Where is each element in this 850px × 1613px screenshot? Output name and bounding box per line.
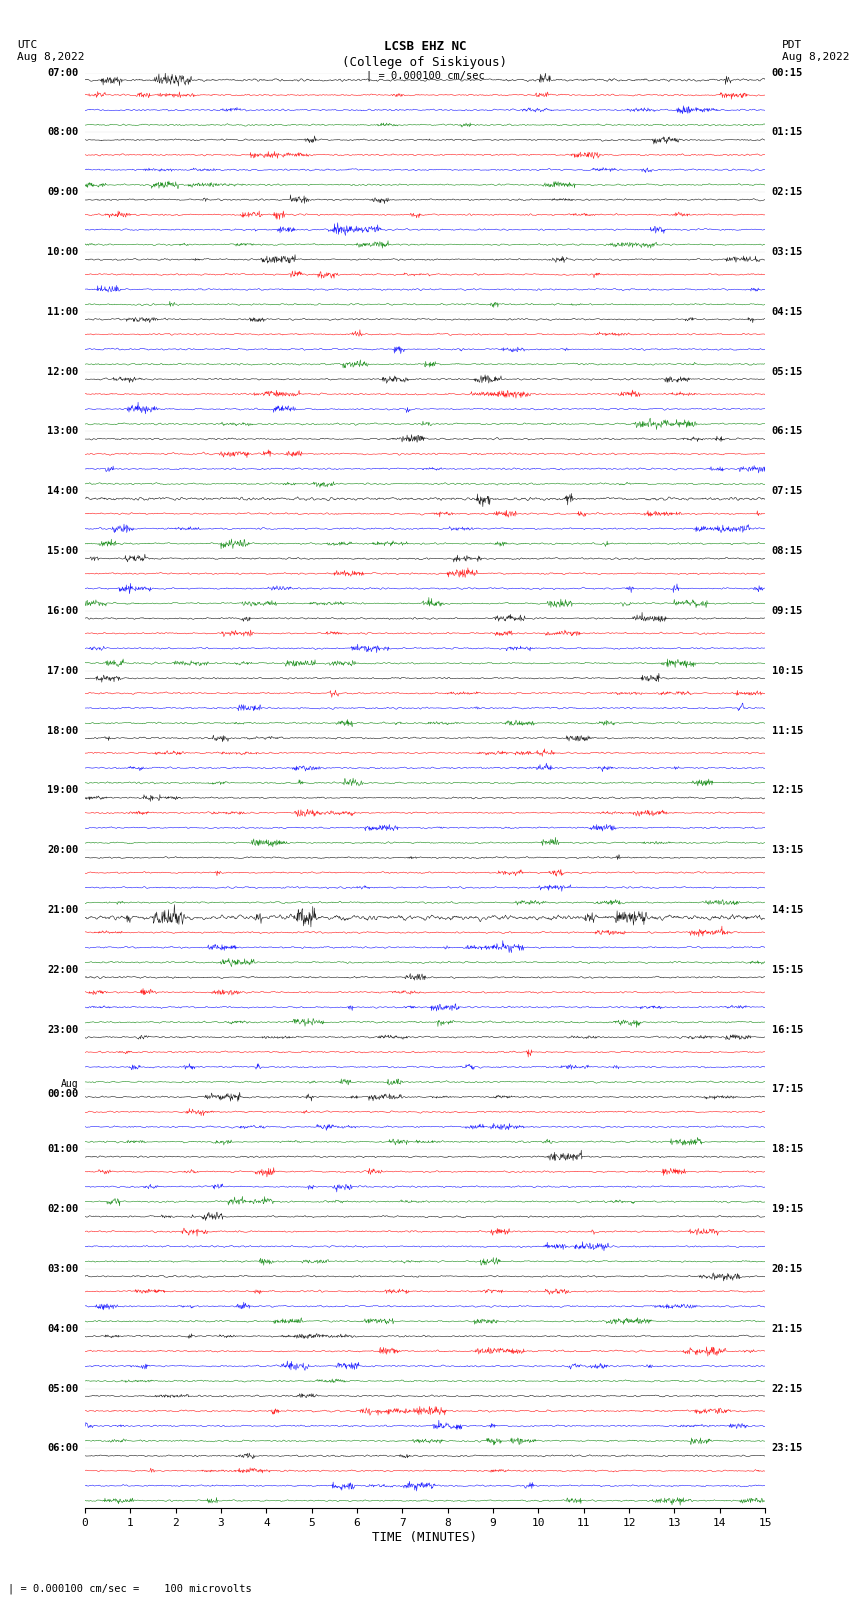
Text: 08:00: 08:00 [47, 127, 78, 137]
Text: 00:00: 00:00 [47, 1089, 78, 1100]
Text: 03:15: 03:15 [772, 247, 803, 256]
Text: 09:00: 09:00 [47, 187, 78, 197]
Text: 13:00: 13:00 [47, 426, 78, 437]
Text: 14:15: 14:15 [772, 905, 803, 915]
Text: 19:00: 19:00 [47, 786, 78, 795]
Text: 21:00: 21:00 [47, 905, 78, 915]
Text: 22:15: 22:15 [772, 1384, 803, 1394]
Text: 01:15: 01:15 [772, 127, 803, 137]
Text: 04:00: 04:00 [47, 1324, 78, 1334]
Text: 10:00: 10:00 [47, 247, 78, 256]
Text: LCSB EHZ NC: LCSB EHZ NC [383, 40, 467, 53]
Text: 05:00: 05:00 [47, 1384, 78, 1394]
Text: 04:15: 04:15 [772, 306, 803, 316]
Text: | = 0.000100 cm/sec: | = 0.000100 cm/sec [366, 71, 484, 82]
Text: 15:15: 15:15 [772, 965, 803, 974]
Text: | = 0.000100 cm/sec =    100 microvolts: | = 0.000100 cm/sec = 100 microvolts [8, 1582, 252, 1594]
Text: 15:00: 15:00 [47, 547, 78, 556]
Text: Aug 8,2022: Aug 8,2022 [782, 52, 849, 61]
Text: 02:00: 02:00 [47, 1203, 78, 1215]
Text: Aug 8,2022: Aug 8,2022 [17, 52, 84, 61]
Text: 05:15: 05:15 [772, 366, 803, 377]
Text: 18:15: 18:15 [772, 1144, 803, 1155]
Text: 09:15: 09:15 [772, 606, 803, 616]
Text: 01:00: 01:00 [47, 1144, 78, 1155]
Text: 08:15: 08:15 [772, 547, 803, 556]
Text: 12:15: 12:15 [772, 786, 803, 795]
Text: PDT: PDT [782, 40, 802, 50]
Text: 23:15: 23:15 [772, 1444, 803, 1453]
Text: 07:00: 07:00 [47, 68, 78, 77]
Text: 00:15: 00:15 [772, 68, 803, 77]
Text: 19:15: 19:15 [772, 1203, 803, 1215]
Text: 22:00: 22:00 [47, 965, 78, 974]
X-axis label: TIME (MINUTES): TIME (MINUTES) [372, 1531, 478, 1544]
Text: 03:00: 03:00 [47, 1265, 78, 1274]
Text: 12:00: 12:00 [47, 366, 78, 377]
Text: 06:00: 06:00 [47, 1444, 78, 1453]
Text: Aug: Aug [60, 1079, 78, 1089]
Text: 14:00: 14:00 [47, 486, 78, 497]
Text: 02:15: 02:15 [772, 187, 803, 197]
Text: 17:00: 17:00 [47, 666, 78, 676]
Text: 10:15: 10:15 [772, 666, 803, 676]
Text: 11:15: 11:15 [772, 726, 803, 736]
Text: 18:00: 18:00 [47, 726, 78, 736]
Text: 17:15: 17:15 [772, 1084, 803, 1095]
Text: UTC: UTC [17, 40, 37, 50]
Text: 21:15: 21:15 [772, 1324, 803, 1334]
Text: (College of Siskiyous): (College of Siskiyous) [343, 56, 507, 69]
Text: 13:15: 13:15 [772, 845, 803, 855]
Text: 23:00: 23:00 [47, 1024, 78, 1034]
Text: 11:00: 11:00 [47, 306, 78, 316]
Text: 06:15: 06:15 [772, 426, 803, 437]
Text: 16:00: 16:00 [47, 606, 78, 616]
Text: 20:15: 20:15 [772, 1265, 803, 1274]
Text: 20:00: 20:00 [47, 845, 78, 855]
Text: 16:15: 16:15 [772, 1024, 803, 1034]
Text: 07:15: 07:15 [772, 486, 803, 497]
